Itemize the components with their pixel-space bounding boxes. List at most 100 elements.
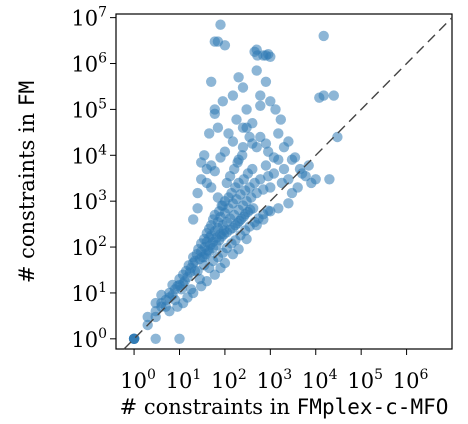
- y-tick-label: 100: [71, 326, 107, 352]
- y-tick-label: 104: [71, 142, 107, 168]
- tick-exponent: 7: [98, 5, 107, 21]
- tick-exponent: 4: [98, 142, 107, 158]
- tick-exponent: 1: [192, 367, 201, 383]
- data-point: [156, 289, 167, 301]
- tick-base: 10: [256, 369, 283, 393]
- data-point: [255, 90, 266, 101]
- data-point: [189, 265, 201, 277]
- data-point: [324, 174, 335, 185]
- data-point: [247, 163, 258, 175]
- data-point: [237, 150, 248, 161]
- data-point: [206, 182, 217, 193]
- data-point: [188, 214, 199, 225]
- tick-base: 10: [71, 98, 98, 122]
- data-point: [237, 82, 249, 93]
- data-point: [255, 100, 266, 112]
- data-point: [201, 163, 212, 175]
- data-point: [174, 333, 185, 344]
- data-point: [217, 200, 228, 211]
- y-axis-label: # constraints in FM: [15, 81, 39, 283]
- data-point: [265, 96, 276, 107]
- tick-base: 10: [71, 7, 98, 31]
- data-point: [303, 160, 314, 171]
- data-point: [260, 138, 272, 149]
- data-point: [150, 333, 161, 344]
- data-point: [328, 90, 339, 101]
- data-point: [142, 311, 153, 323]
- data-point: [283, 174, 294, 185]
- data-point: [172, 301, 183, 312]
- data-point: [289, 152, 301, 163]
- data-point: [244, 131, 255, 143]
- tick-base: 10: [71, 190, 98, 214]
- data-point: [273, 203, 284, 214]
- data-point: [231, 114, 242, 125]
- data-point: [209, 166, 220, 177]
- data-point: [194, 273, 205, 285]
- data-point: [212, 192, 224, 203]
- tick-base: 10: [393, 369, 420, 393]
- tick-exponent: 1: [98, 280, 107, 296]
- data-point: [318, 30, 329, 42]
- data-point: [270, 104, 281, 115]
- data-point: [233, 72, 244, 83]
- x-tick-label: 104: [302, 367, 338, 393]
- data-point: [260, 76, 272, 88]
- data-point: [150, 297, 161, 309]
- x-ticks: 100 101 102 103 104 105 106: [120, 349, 428, 393]
- data-point: [278, 163, 290, 175]
- data-point: [215, 19, 226, 30]
- data-point: [294, 163, 306, 175]
- data-point: [247, 118, 258, 129]
- data-point: [258, 50, 269, 61]
- x-tick-label: 101: [166, 367, 202, 393]
- x-tick-label: 100: [120, 367, 156, 393]
- data-point: [265, 182, 276, 193]
- y-tick-label: 101: [71, 280, 107, 306]
- tick-base: 10: [71, 282, 98, 306]
- y-tick-label: 106: [71, 51, 107, 77]
- x-tick-label: 102: [211, 367, 247, 393]
- tick-base: 10: [71, 236, 98, 260]
- tick-exponent: 6: [98, 51, 107, 67]
- data-point: [248, 203, 259, 214]
- tick-base: 10: [71, 328, 98, 352]
- y-tick-label: 102: [71, 234, 107, 260]
- data-point: [192, 187, 203, 199]
- data-point: [237, 122, 249, 133]
- data-point: [204, 128, 215, 139]
- reference-diagonal-line: [123, 17, 453, 350]
- tick-base: 10: [120, 369, 147, 393]
- data-point: [212, 122, 224, 133]
- data-point: [164, 306, 175, 317]
- tick-exponent: 5: [374, 367, 383, 383]
- tick-exponent: 4: [329, 367, 338, 383]
- data-point: [209, 104, 220, 115]
- tick-base: 10: [211, 369, 238, 393]
- data-point: [185, 284, 197, 295]
- data-point: [332, 131, 343, 143]
- tick-exponent: 2: [238, 367, 247, 383]
- data-point: [223, 128, 234, 139]
- tick-exponent: 3: [283, 367, 292, 383]
- data-point: [292, 182, 303, 193]
- data-point: [263, 205, 274, 216]
- data-point: [283, 136, 294, 147]
- data-point: [283, 198, 294, 209]
- y-tick-label: 105: [71, 96, 107, 122]
- data-point: [217, 96, 228, 107]
- y-tick-label: 107: [71, 5, 107, 31]
- tick-exponent: 0: [147, 367, 156, 383]
- points-layer: [128, 19, 343, 344]
- data-point: [212, 36, 224, 47]
- data-point: [251, 65, 262, 76]
- data-point: [306, 177, 317, 189]
- x-axis-label: # constraints in FMplex-c-MFO: [120, 395, 449, 419]
- data-point: [275, 114, 286, 125]
- tick-base: 10: [71, 53, 98, 77]
- tick-exponent: 2: [98, 234, 107, 250]
- x-tick-label: 105: [347, 367, 383, 393]
- tick-exponent: 6: [419, 367, 428, 383]
